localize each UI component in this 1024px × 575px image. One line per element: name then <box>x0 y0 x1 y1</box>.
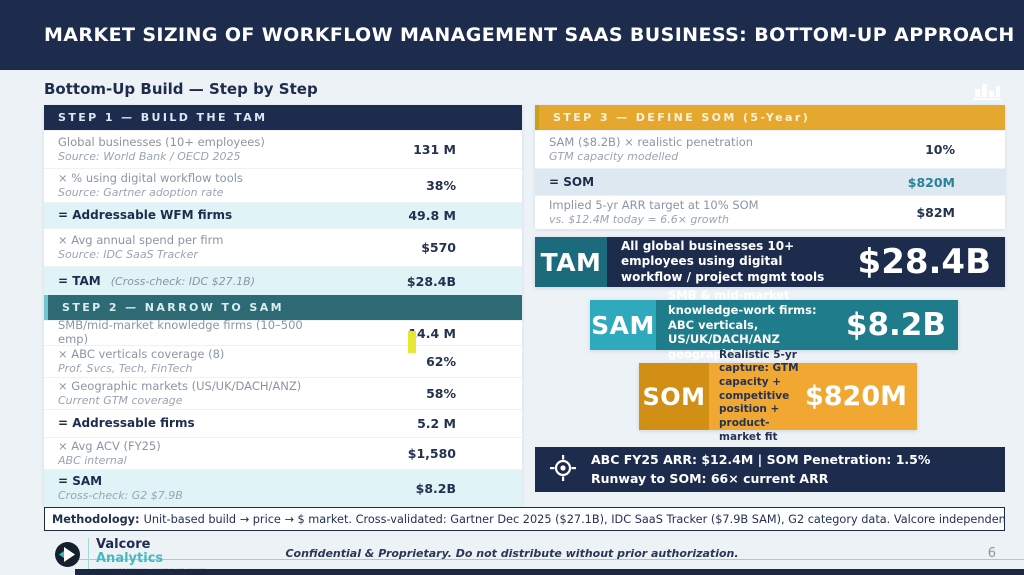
row-label: × Avg ACV (FY25) <box>58 438 161 453</box>
methodology-text: Unit-based build → price → $ market. Cro… <box>143 512 1005 526</box>
row-value: 49.8 M <box>408 208 456 223</box>
table-row: SMB/mid-market knowledge firms (10–500 e… <box>44 318 522 346</box>
table-row: × Avg annual spend per firm Source: IDC … <box>44 228 522 266</box>
brand-name: Valcore <box>96 537 151 552</box>
row-source: Source: Gartner adoption rate <box>58 185 224 199</box>
row-value: 10% <box>925 142 955 157</box>
table-row-total: = SAM Cross-check: G2 $7.9B $8.2B <box>44 469 522 507</box>
row-value: $28.4B <box>406 273 456 289</box>
row-label: = Addressable firms <box>58 416 195 431</box>
arr-callout: ABC FY25 ARR: $12.4M | SOM Penetration: … <box>535 447 1005 492</box>
tam-label: TAM <box>535 237 607 287</box>
row-value: $570 <box>421 240 456 255</box>
bar-chart-icon <box>972 79 1002 105</box>
steps-table-right: STEP 3 — DEFINE SOM (5-Year) SAM ($8.2B)… <box>535 105 1005 229</box>
sam-label: SAM <box>590 300 656 350</box>
row-label: = SAM <box>58 474 103 489</box>
table-row: × % using digital workflow tools Source:… <box>44 168 522 202</box>
methodology-label: Methodology: <box>52 512 140 526</box>
steps-table-left: STEP 1 — BUILD THE TAM Global businesses… <box>44 105 522 507</box>
table-row-total: = SOM $820M <box>535 168 1005 195</box>
row-source: vs. $12.4M today = 6.6× growth <box>549 212 729 226</box>
highlight-artifact <box>408 331 416 353</box>
table-row: × ABC verticals coverage (8) Prof. Svcs,… <box>44 345 522 377</box>
callout-line2: Runway to SOM: 66× current ARR <box>591 470 829 486</box>
row-value: 5.2 M <box>417 416 456 431</box>
row-source: Cross-check: G2 $7.9B <box>58 488 183 502</box>
row-value: $82M <box>916 205 955 220</box>
table-row-subtotal: = Addressable WFM firms 49.8 M <box>44 202 522 228</box>
tam-description: All global businesses 10+ employees usin… <box>621 238 825 284</box>
table-row: × Avg ACV (FY25) ABC internal $1,580 <box>44 437 522 469</box>
bottom-accent-bar <box>75 569 1024 575</box>
row-value: 131 M <box>413 142 456 157</box>
slide-subtitle: Bottom-Up Build — Step by Step <box>44 80 318 98</box>
row-source: Current GTM coverage <box>58 393 183 407</box>
table-row: Implied 5-yr ARR target at 10% SOM vs. $… <box>535 195 1005 229</box>
row-label: SAM ($8.2B) × realistic penetration <box>549 134 754 149</box>
som-funnel-box: SOM Realistic 5-yr capture: GTM capacity… <box>639 348 917 443</box>
som-value: $820M <box>804 381 907 412</box>
row-label: Implied 5-yr ARR target at 10% SOM <box>549 197 759 212</box>
table-row: Global businesses (10+ employees) Source… <box>44 130 522 168</box>
table-row-subtotal: = Addressable firms 5.2 M <box>44 409 522 437</box>
confidentiality-note: Confidential & Proprietary. Do not distr… <box>285 547 739 560</box>
row-value: 58% <box>426 386 456 401</box>
row-label: = Addressable WFM firms <box>58 208 233 223</box>
tam-funnel-box: TAM All global businesses 10+ employees … <box>535 237 1005 287</box>
row-source: ABC internal <box>58 453 127 467</box>
table-row: × Geographic markets (US/UK/DACH/ANZ) Cu… <box>44 377 522 409</box>
row-source: Prof. Svcs, Tech, FinTech <box>58 361 193 375</box>
sam-funnel-box: SAM SMB & mid-market knowledge-work firm… <box>590 287 958 362</box>
footer-divider-line <box>62 559 1024 560</box>
row-source: Source: World Bank / OECD 2025 <box>58 149 241 163</box>
page-number: 6 <box>987 546 996 561</box>
step1-header: STEP 1 — BUILD THE TAM <box>44 105 522 130</box>
row-value: 38% <box>426 178 456 193</box>
row-label: × % using digital workflow tools <box>58 170 243 185</box>
sam-description: SMB & mid-market knowledge-work firms: A… <box>668 287 817 362</box>
step2-header: STEP 2 — NARROW TO SAM <box>44 295 522 320</box>
tam-value: $28.4B <box>857 242 991 282</box>
valcore-logo-mark <box>54 541 81 572</box>
row-label: Global businesses (10+ employees) <box>58 134 265 149</box>
row-value: 14.4 M <box>408 325 456 341</box>
table-row: SAM ($8.2B) × realistic penetration GTM … <box>535 130 1005 168</box>
title-bar: MARKET SIZING OF WORKFLOW MANAGEMENT SAA… <box>0 0 1024 70</box>
row-label: × Avg annual spend per firm <box>58 232 224 247</box>
step3-header: STEP 3 — DEFINE SOM (5-Year) <box>535 105 1005 130</box>
row-note: (Cross-check: IDC $27.1B) <box>110 274 256 288</box>
sam-value: $8.2B <box>845 307 946 343</box>
som-description: Realistic 5-yr capture: GTM capacity + c… <box>719 348 799 443</box>
row-source: Source: IDC SaaS Tracker <box>58 247 198 261</box>
callout-line1: ABC FY25 ARR: $12.4M | SOM Penetration: … <box>591 451 931 467</box>
som-label: SOM <box>639 363 709 430</box>
row-label: SMB/mid-market knowledge firms (10–500 e… <box>58 318 303 346</box>
methodology-note: Methodology: Unit-based build → price → … <box>44 507 1005 531</box>
row-label: = TAM <box>58 273 101 288</box>
brand-sub: Analytics <box>96 551 164 567</box>
row-label: × ABC verticals coverage (8) <box>58 346 225 361</box>
row-value: $8.2B <box>415 481 456 496</box>
row-value: $1,580 <box>407 446 456 461</box>
row-source: GTM capacity modelled <box>549 149 679 163</box>
row-value: 62% <box>426 354 456 369</box>
row-value: $820M <box>907 174 955 190</box>
page-title: MARKET SIZING OF WORKFLOW MANAGEMENT SAA… <box>44 24 1015 46</box>
table-row-total: = TAM (Cross-check: IDC $27.1B) $28.4B <box>44 266 522 295</box>
target-icon <box>549 454 577 486</box>
row-label: = SOM <box>549 174 595 189</box>
row-label: × Geographic markets (US/UK/DACH/ANZ) <box>58 378 302 393</box>
